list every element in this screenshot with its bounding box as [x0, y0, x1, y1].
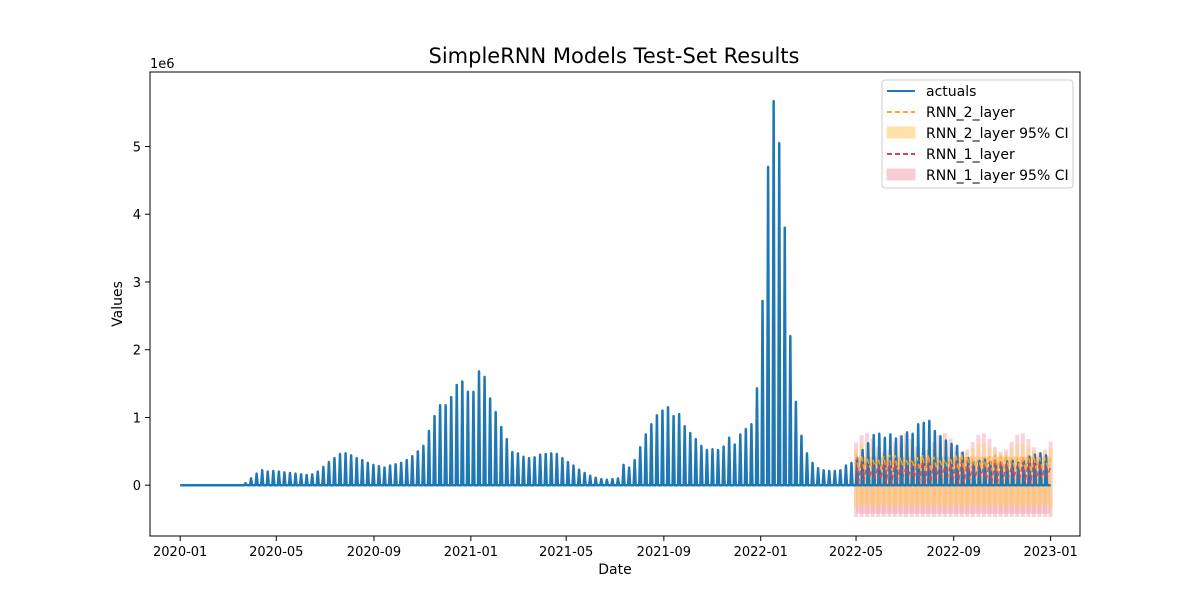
legend-label: RNN_1_layer 95% CI	[926, 168, 1069, 184]
legend-item: RNN_2_layer 95% CI	[886, 126, 1069, 142]
rnn2-ci-band-spike	[1048, 448, 1053, 508]
y-axis-label: Values	[110, 281, 126, 327]
chart-title: SimpleRNN Models Test-Set Results	[429, 44, 800, 68]
x-tick-label: 2022-09	[927, 545, 981, 560]
x-tick-label: 2021-01	[444, 545, 498, 560]
legend-label: RNN_2_layer	[926, 105, 1015, 121]
y-tick-label: 1	[133, 411, 141, 426]
legend: actuals RNN_2_layer RNN_2_layer 95% CI RNN_…	[881, 79, 1074, 189]
legend-label: actuals	[926, 84, 976, 100]
rnn2-forecast-line	[855, 454, 1052, 472]
x-tick-label: 2022-01	[734, 545, 788, 560]
legend-item: RNN_1_layer	[887, 147, 1015, 163]
rnn1-forecast-line	[855, 459, 1052, 484]
x-tick-label: 2022-05	[829, 545, 883, 560]
legend-label: RNN_2_layer 95% CI	[926, 126, 1069, 142]
legend-swatch	[886, 126, 916, 139]
y-tick-label: 2	[133, 344, 141, 359]
legend-swatch	[886, 168, 916, 181]
legend-item: actuals	[887, 84, 976, 100]
y-tick-label: 0	[133, 479, 141, 494]
y-axis-ticks: 0 1 2 3 4 5	[133, 141, 150, 494]
legend-item: RNN_2_layer	[887, 105, 1015, 121]
legend-item: RNN_1_layer 95% CI	[886, 168, 1069, 184]
y-tick-label: 3	[133, 276, 141, 291]
x-tick-label: 2020-09	[347, 545, 401, 560]
x-axis-ticks: 2020-01 2020-05 2020-09 2021-01 2021-05 2021-…	[153, 536, 1078, 560]
y-axis-offset-text: 1e6	[150, 57, 175, 72]
x-tick-label: 2020-05	[249, 545, 303, 560]
rnn1-ci-band-spike	[1048, 441, 1053, 518]
y-tick-label: 5	[133, 141, 141, 156]
legend-box	[881, 79, 1074, 189]
plot-area	[180, 99, 1053, 518]
x-axis-label: Date	[598, 562, 631, 578]
x-tick-label: 2021-05	[539, 545, 593, 560]
x-tick-label: 2020-01	[153, 545, 207, 560]
x-tick-label: 2021-09	[637, 545, 691, 560]
x-tick-label: 2023-01	[1023, 545, 1077, 560]
actuals-line	[180, 99, 1051, 487]
plot-frame	[149, 71, 1081, 537]
legend-label: RNN_1_layer	[926, 147, 1015, 163]
y-tick-label: 4	[133, 208, 141, 223]
